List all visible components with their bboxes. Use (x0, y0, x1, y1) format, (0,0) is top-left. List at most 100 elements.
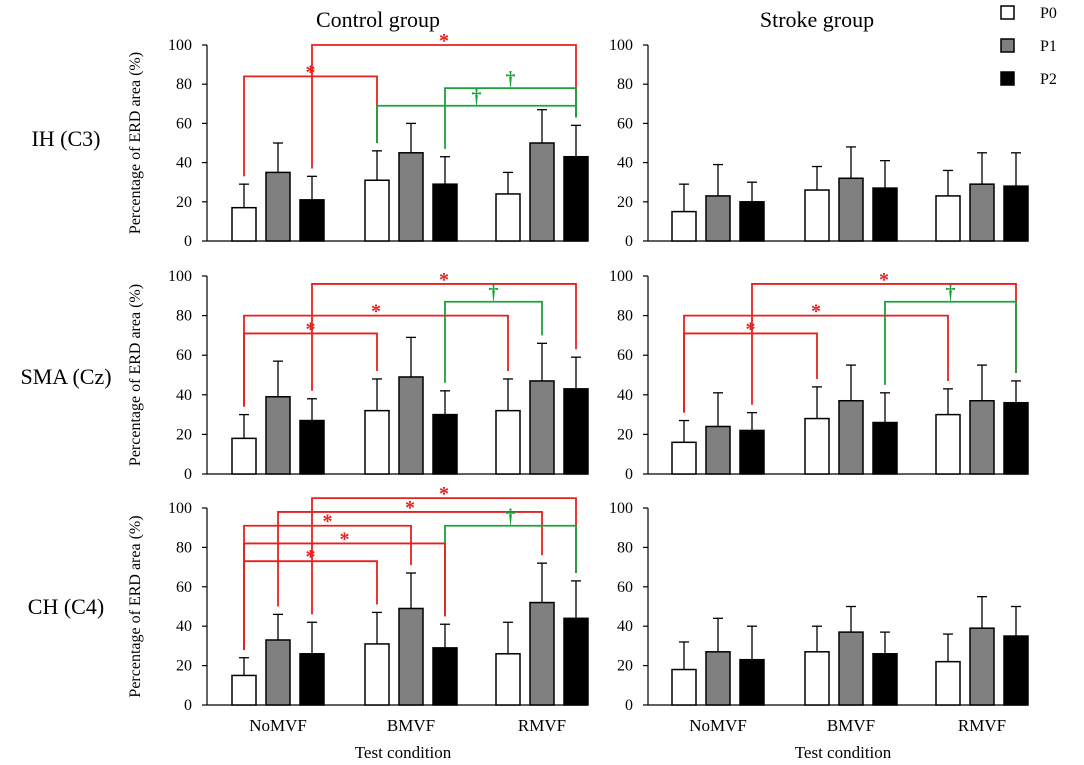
y-tick-label: 0 (625, 697, 633, 714)
bar-rmvf-p1 (529, 601, 555, 706)
bar-rmvf-p1 (969, 399, 995, 475)
bar-rmvf-p2 (563, 155, 589, 242)
bracket-significant (243, 75, 378, 177)
x-tick-label-nomvf: NoMVF (689, 716, 747, 735)
row-label-ih: IH (C3) (31, 126, 100, 151)
y-tick-label: 80 (617, 539, 633, 556)
bar-nomvf-p2 (739, 201, 765, 242)
y-tick-label: 40 (176, 387, 192, 404)
bracket-significant (311, 283, 577, 391)
bar-bmvf-p1 (838, 631, 864, 706)
bar-rmvf-p0 (495, 409, 521, 475)
bracket-marker-significant: * (306, 546, 316, 568)
bar-rmvf-p0 (935, 195, 961, 242)
y-tick-label: 60 (617, 579, 633, 596)
bar-rmvf-p2 (1003, 401, 1029, 475)
bracket-marker-significant: * (811, 301, 821, 323)
y-tick-label: 0 (184, 233, 192, 250)
bracket-significant (243, 560, 378, 650)
y-tick-label: 60 (176, 347, 192, 364)
bracket-significant (683, 332, 818, 413)
x-tick-label-rmvf: RMVF (958, 716, 1006, 735)
y-tick-label: 0 (625, 466, 633, 483)
legend-label-p2: P2 (1040, 71, 1057, 88)
y-tick-label: 60 (617, 347, 633, 364)
legend-label-p1: P1 (1040, 38, 1057, 55)
bar-nomvf-p2 (299, 653, 325, 706)
bar-bmvf-p2 (872, 653, 898, 706)
bar-nomvf-p2 (299, 199, 325, 242)
bracket-marker-trend: † (472, 86, 482, 108)
y-tick-label: 20 (617, 194, 633, 211)
bar-rmvf-p1 (529, 380, 555, 475)
bar-rmvf-p0 (495, 193, 521, 242)
bar-bmvf-p2 (432, 647, 458, 706)
y-tick-label: 80 (176, 76, 192, 93)
legend: P0 P1 P2 (1000, 5, 1057, 88)
bracket-trend (444, 524, 577, 617)
bar-rmvf-p2 (563, 388, 589, 475)
bar-rmvf-p2 (563, 617, 589, 706)
bracket-marker-trend: † (946, 282, 956, 304)
y-tick-label: 100 (609, 500, 633, 517)
y-tick-label: 20 (176, 426, 192, 443)
bracket-marker-significant: * (746, 318, 756, 340)
y-tick-label: 60 (176, 579, 192, 596)
y-tick-label: 40 (176, 618, 192, 635)
y-tick-label: 20 (617, 658, 633, 675)
y-tick-label: 80 (176, 308, 192, 325)
bracket-significant (311, 497, 577, 615)
legend-label-p0: P0 (1040, 5, 1057, 22)
bar-nomvf-p2 (739, 658, 765, 706)
bracket-marker-significant: * (323, 511, 333, 533)
bracket-trend (884, 300, 1017, 385)
bar-bmvf-p1 (838, 177, 864, 242)
y-tick-label: 100 (168, 268, 192, 285)
y-axis-title: Percentage of ERD area (%) (127, 284, 144, 466)
bar-nomvf-p0 (671, 441, 697, 475)
bracket-marker-significant: * (439, 483, 449, 505)
bar-nomvf-p1 (705, 425, 731, 475)
bracket-significant (243, 314, 509, 407)
bar-nomvf-p0 (671, 210, 697, 242)
panel-control-group-ih-c3: 0 20 40 60 80 100 Percentage of ERD area (%) * *… (127, 30, 589, 250)
bar-bmvf-p0 (364, 409, 390, 475)
y-tick-label: 0 (184, 466, 192, 483)
y-tick-label: 80 (617, 76, 633, 93)
y-tick-label: 100 (168, 500, 192, 517)
y-axis-title: Percentage of ERD area (%) (127, 52, 144, 234)
bar-nomvf-p1 (705, 195, 731, 242)
x-tick-label-rmvf: RMVF (518, 716, 566, 735)
x-tick-label-bmvf: BMVF (827, 716, 875, 735)
y-tick-label: 40 (617, 387, 633, 404)
legend-swatch-p1 (1000, 38, 1015, 53)
bar-bmvf-p1 (838, 399, 864, 475)
bracket-significant (683, 314, 949, 413)
bar-rmvf-p0 (495, 653, 521, 706)
x-axis-title-control: Test condition (355, 743, 452, 762)
bar-bmvf-p0 (364, 179, 390, 242)
y-tick-label: 20 (617, 426, 633, 443)
bracket-marker-trend: † (489, 282, 499, 304)
y-tick-label: 60 (617, 115, 633, 132)
bracket-marker-trend: † (506, 506, 516, 528)
y-tick-label: 20 (176, 194, 192, 211)
bar-nomvf-p0 (231, 206, 257, 242)
column-title-stroke: Stroke group (760, 7, 874, 32)
bar-nomvf-p0 (231, 437, 257, 475)
bracket-significant (311, 44, 577, 169)
y-tick-label: 40 (617, 155, 633, 172)
y-tick-label: 0 (625, 233, 633, 250)
bar-rmvf-p1 (969, 627, 995, 706)
bracket-marker-significant: * (371, 301, 381, 323)
bracket-trend (444, 87, 577, 149)
bar-rmvf-p0 (935, 660, 961, 706)
y-tick-label: 40 (176, 155, 192, 172)
bar-nomvf-p0 (671, 668, 697, 706)
x-axis-title-stroke: Test condition (795, 743, 892, 762)
bracket-marker-trend: † (506, 68, 516, 90)
bracket-trend (444, 300, 543, 383)
panel-control-group-sma-cz: 0 20 40 60 80 100 Percentage of ERD area (%) * †… (127, 268, 589, 483)
y-tick-label: 100 (168, 37, 192, 54)
